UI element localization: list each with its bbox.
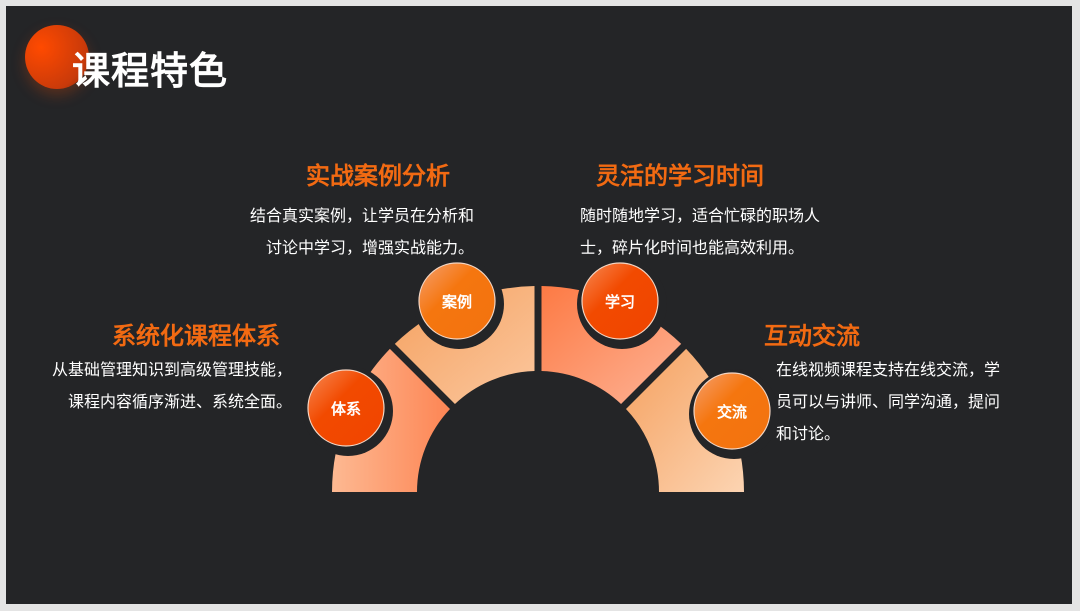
feature-heading-time: 灵活的学习时间 bbox=[596, 162, 764, 190]
text-line: 随时随地学习，适合忙碌的职场人 bbox=[580, 206, 821, 225]
badge-label: 交流 bbox=[717, 403, 747, 421]
badge-time: 学习 bbox=[577, 259, 667, 349]
text-line: 和讨论。 bbox=[776, 424, 841, 443]
text-line: 从基础管理知识到高级管理技能， bbox=[51, 360, 292, 379]
slide: 课程特色 实战案例分析 结合真实案例，让学员在分析和 讨论中学习，增强实战能力。… bbox=[6, 6, 1072, 604]
text-line: 员可以与讲师、同学沟通，提问 bbox=[776, 392, 1001, 411]
text-line: 结合真实案例，让学员在分析和 bbox=[249, 206, 474, 225]
feature-heading-system: 系统化课程体系 bbox=[112, 322, 280, 350]
badge-cases: 案例 bbox=[414, 259, 504, 349]
badge-system: 体系 bbox=[303, 366, 393, 456]
page-title: 课程特色 bbox=[72, 49, 229, 93]
feature-text-interaction: 在线视频课程支持在线交流，学 员可以与讲师、同学沟通，提问 和讨论。 bbox=[776, 354, 1000, 450]
feature-text-system: 从基础管理知识到高级管理技能， 课程内容循序渐进、系统全面。 bbox=[26, 354, 292, 418]
feature-text-time: 随时随地学习，适合忙碌的职场人 士，碎片化时间也能高效利用。 bbox=[580, 200, 820, 264]
feature-text-cases: 结合真实案例，让学员在分析和 讨论中学习，增强实战能力。 bbox=[218, 200, 474, 264]
text-line: 士，碎片化时间也能高效利用。 bbox=[580, 238, 805, 257]
text-line: 讨论中学习，增强实战能力。 bbox=[265, 238, 474, 257]
text-line: 在线视频课程支持在线交流，学 bbox=[776, 360, 1001, 379]
badge-label: 学习 bbox=[605, 293, 635, 311]
text-line: 课程内容循序渐进、系统全面。 bbox=[67, 392, 292, 411]
badge-label: 案例 bbox=[441, 293, 472, 311]
badge-label: 体系 bbox=[331, 400, 361, 418]
segment-interaction bbox=[625, 348, 744, 492]
title-decoration-circle bbox=[25, 25, 89, 89]
feature-heading-cases: 实战案例分析 bbox=[306, 162, 450, 190]
badge-interaction: 交流 bbox=[689, 369, 779, 459]
feature-heading-interaction: 互动交流 bbox=[764, 322, 860, 350]
